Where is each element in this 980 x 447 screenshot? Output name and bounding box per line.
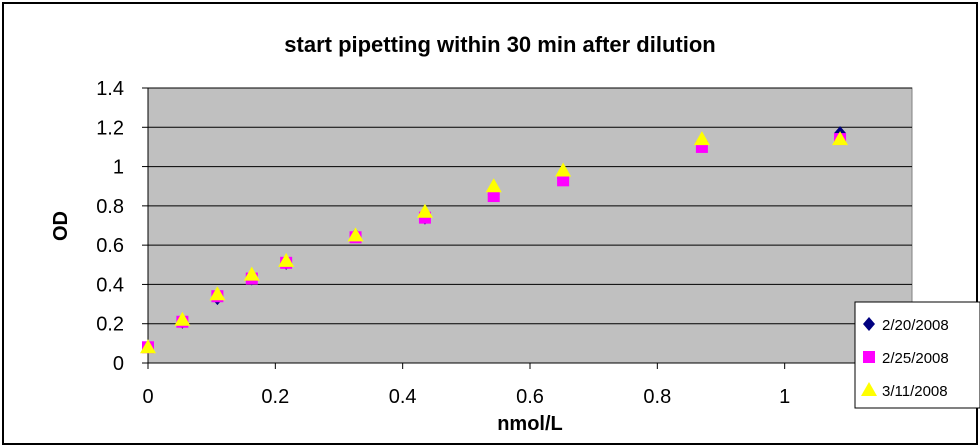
y-tick-label: 1.4 bbox=[96, 78, 124, 100]
legend-label: 2/25/2008 bbox=[882, 350, 949, 367]
data-series bbox=[140, 126, 849, 355]
legend-label: 3/11/2008 bbox=[882, 383, 948, 400]
series-3 bbox=[140, 131, 849, 354]
x-tick-label: 0.6 bbox=[516, 386, 544, 408]
y-tick-label: 0.4 bbox=[96, 274, 124, 296]
grid-lines bbox=[148, 87, 912, 325]
data-point bbox=[693, 131, 710, 146]
y-tick-label: 0.8 bbox=[96, 196, 124, 218]
y-tick-label: 1.2 bbox=[96, 117, 124, 139]
x-axis-title: nmol/L bbox=[497, 413, 563, 435]
data-point bbox=[209, 286, 226, 301]
y-tick-label: 0.2 bbox=[96, 314, 124, 336]
y-axis-title: OD bbox=[50, 211, 72, 241]
y-tick-label: 0 bbox=[113, 353, 124, 375]
legend-label: 2/20/2008 bbox=[882, 317, 949, 334]
x-tick-label: 0.4 bbox=[389, 386, 417, 408]
legend-items: 2/20/2008 2/25/2008 3/11/2008 bbox=[861, 317, 949, 400]
data-point bbox=[278, 252, 295, 267]
legend-marker bbox=[863, 317, 875, 331]
data-point bbox=[174, 311, 191, 326]
data-point bbox=[140, 339, 156, 354]
y-tick-label: 0.6 bbox=[96, 235, 124, 257]
legend: 2/20/2008 2/25/2008 3/11/2008 bbox=[854, 301, 980, 409]
y-tick-label: 1 bbox=[113, 157, 124, 179]
x-tick-label: 0 bbox=[142, 386, 153, 408]
chart-title: start pipetting within 30 min after dilu… bbox=[284, 32, 715, 57]
x-tick-label: 0.8 bbox=[643, 386, 671, 408]
plot-area bbox=[147, 87, 913, 364]
data-point bbox=[487, 190, 500, 203]
data-point bbox=[485, 178, 502, 193]
legend-marker bbox=[863, 351, 875, 363]
data-point bbox=[243, 266, 260, 281]
data-point bbox=[832, 131, 849, 146]
data-point bbox=[347, 227, 364, 242]
data-point bbox=[557, 174, 570, 187]
y-axis-ticks: 0 0.2 0.4 0.6 0.8 1 1.2 1.4 bbox=[96, 78, 149, 375]
legend-marker bbox=[861, 382, 877, 396]
x-tick-label: 1 bbox=[779, 386, 790, 408]
x-tick-label: 0.2 bbox=[261, 386, 289, 408]
data-point bbox=[416, 203, 433, 218]
data-point bbox=[555, 162, 572, 177]
legend-box bbox=[854, 301, 980, 409]
